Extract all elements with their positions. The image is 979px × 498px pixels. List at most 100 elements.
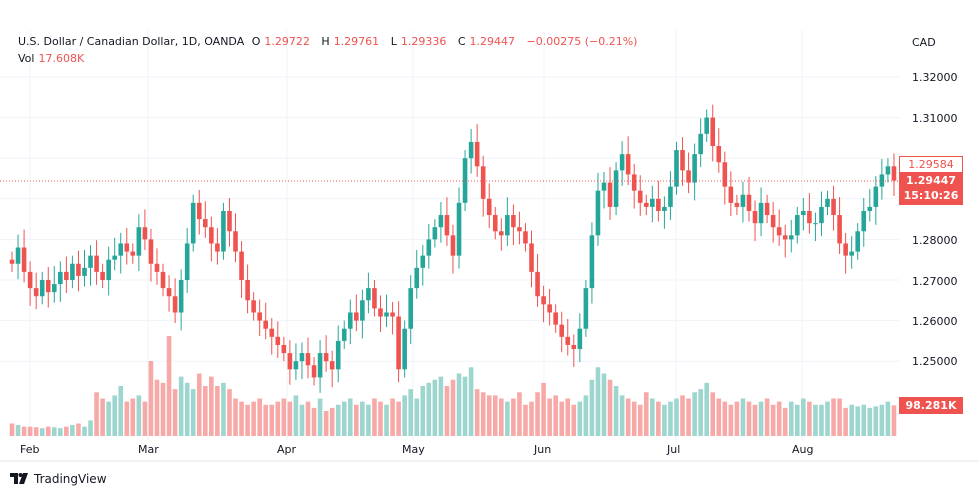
volume-bar <box>589 379 595 436</box>
candle-body <box>541 296 546 305</box>
candle-body <box>831 198 836 216</box>
candle-body <box>710 117 716 147</box>
candle-body <box>347 312 353 329</box>
volume-bar <box>541 382 546 436</box>
volume-bar <box>251 401 256 436</box>
volume-bar <box>559 401 565 436</box>
volume-bar <box>710 392 716 436</box>
volume-bar <box>402 395 407 436</box>
volume-bar <box>462 376 468 436</box>
symbol-title: U.S. Dollar / Canadian Dollar, 1D, OANDA <box>18 35 245 48</box>
volume-bar <box>263 404 269 436</box>
candle-body <box>764 202 770 216</box>
candle-body <box>601 182 607 191</box>
candle-body <box>776 227 782 236</box>
volume-bar <box>601 373 607 436</box>
volume-bar <box>879 404 885 436</box>
candle-body <box>227 210 232 232</box>
volume-bar <box>668 401 673 436</box>
volume-bar <box>577 401 583 436</box>
volume-bar <box>801 398 806 436</box>
volume-bar <box>160 382 166 436</box>
candle-body <box>329 361 335 370</box>
candle-body <box>51 284 57 293</box>
candle-body <box>589 235 595 289</box>
candle-body <box>160 271 166 289</box>
volume-bar <box>795 404 800 436</box>
volume-bar <box>873 406 879 436</box>
candle-body <box>680 150 685 171</box>
volume-bar <box>607 379 613 436</box>
candle-body <box>203 219 208 228</box>
volume-bar <box>293 395 299 436</box>
volume-bar <box>9 423 15 436</box>
candle-body <box>885 166 891 175</box>
volume-bar <box>776 401 782 436</box>
candle-body <box>523 231 528 244</box>
volume-bar <box>698 389 703 436</box>
volume-bar <box>329 407 335 436</box>
volume-bar <box>692 392 697 436</box>
candle-body <box>535 271 540 297</box>
volume-bar <box>233 398 238 436</box>
price-tick: 1.32000 <box>912 71 958 84</box>
bar-countdown: 15:10:26 <box>903 189 959 202</box>
volume-bar <box>384 404 389 436</box>
volume-bar <box>215 386 220 436</box>
candle-body <box>100 271 105 280</box>
volume-bar <box>372 398 377 436</box>
volume-bar <box>354 404 359 436</box>
volume-bar <box>523 404 528 436</box>
volume-legend: Vol 17.608K <box>18 52 84 65</box>
candle-body <box>595 190 601 236</box>
candle-body <box>450 235 456 256</box>
candle-body <box>619 154 625 171</box>
candle-body <box>172 296 178 313</box>
volume-bar <box>517 392 522 436</box>
last-price: 1.29447 <box>905 174 957 187</box>
candle-body <box>39 280 45 297</box>
volume-bar <box>414 398 420 436</box>
candle-body <box>148 239 154 264</box>
candle-body <box>293 361 299 370</box>
volume-bar <box>33 427 39 436</box>
candle-body <box>873 186 879 207</box>
candle-body <box>58 271 63 285</box>
candle-body <box>571 344 577 350</box>
volume-bar <box>408 389 413 436</box>
volume-bar <box>788 401 794 436</box>
volume-bar <box>203 386 208 436</box>
candle-body <box>849 251 854 256</box>
candle-body <box>402 328 407 370</box>
volume-bar <box>118 386 124 436</box>
currency-label: CAD <box>912 36 936 49</box>
month-label: Apr <box>277 443 297 456</box>
candle-body <box>613 170 619 207</box>
prev-price-tag: 1.29584 <box>899 156 963 173</box>
candle-body <box>486 198 492 216</box>
month-label: Feb <box>20 443 40 456</box>
volume-bar <box>184 382 190 436</box>
candle-body <box>577 328 583 350</box>
change-value: −0.00275 (−0.21%) <box>526 35 638 48</box>
legend: U.S. Dollar / Canadian Dollar, 1D, OANDA… <box>18 35 641 48</box>
candle-body <box>366 288 371 301</box>
volume-bar <box>474 389 480 436</box>
volume-bar <box>891 405 897 436</box>
volume-bar <box>287 401 293 436</box>
candle-body <box>656 198 661 211</box>
candle-body <box>305 353 311 366</box>
candle-body <box>9 259 15 264</box>
volume-bar <box>347 398 353 436</box>
volume-bar <box>39 428 45 436</box>
candle-body <box>166 288 172 297</box>
volume-bar <box>656 401 661 436</box>
candle-body <box>215 243 220 252</box>
tradingview-logo[interactable]: TradingView <box>10 472 107 486</box>
candle-body <box>686 170 691 183</box>
volume-bar <box>130 398 136 436</box>
tradingview-logo-icon <box>10 473 28 484</box>
vol-value: 17.608K <box>38 52 85 65</box>
month-label: Mar <box>138 443 159 456</box>
